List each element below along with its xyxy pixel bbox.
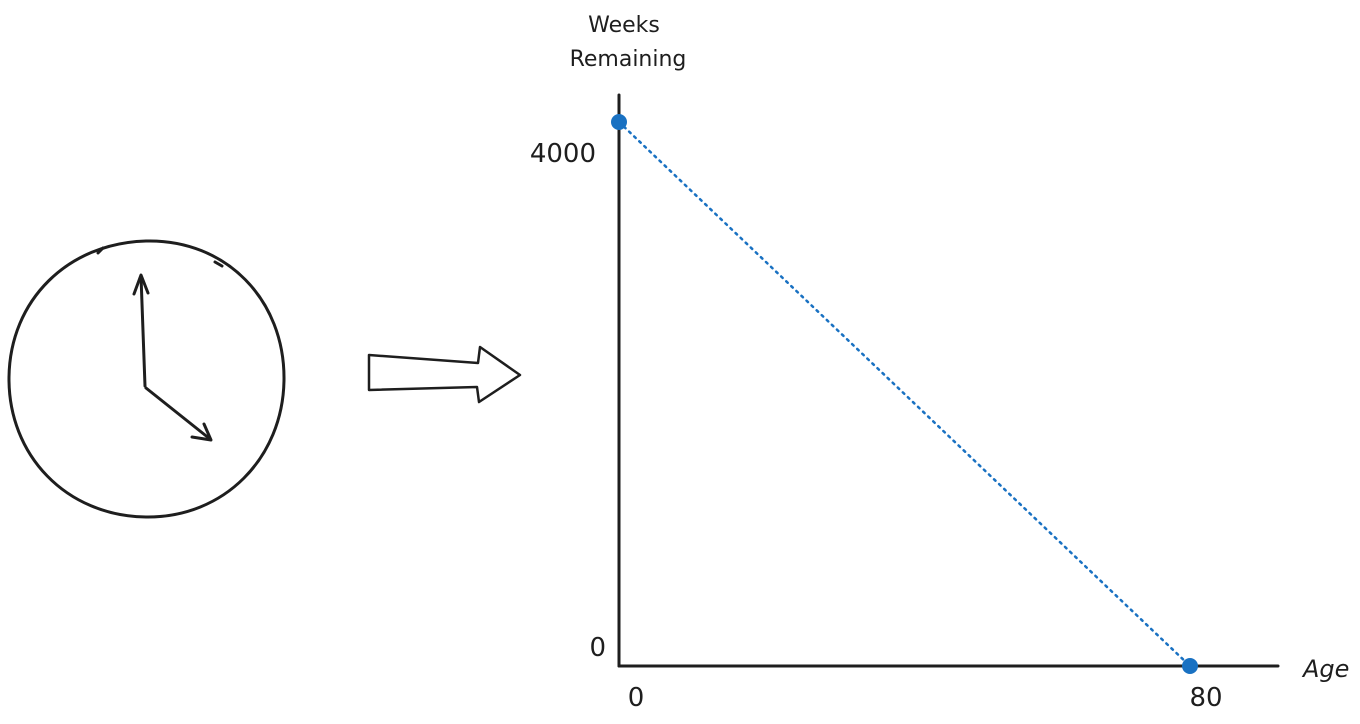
clock-minute-hand-head [132,273,150,296]
y-axis-label-line1: Weeks [588,13,660,38]
x-tick-0: 0 [628,683,645,713]
y-tick-0: 0 [589,633,606,663]
x-tick-80: 80 [1189,683,1222,713]
clock-icon [7,239,286,519]
y-tick-4000: 4000 [530,139,596,169]
clock-hour-hand [144,386,212,441]
clock-face [7,239,286,519]
data-points [611,114,1198,674]
chart-axes [617,93,1280,668]
clock-hour-hand-head [190,422,213,442]
right-arrow-icon [367,345,522,404]
clock-face-stroke-tail [96,246,105,255]
y-axis-label-line2: Remaining [570,47,687,72]
clock-minute-hand [139,274,147,388]
x-axis-label: Age [1301,655,1349,683]
data-point-1 [1182,658,1198,674]
data-point-0 [611,114,627,130]
series-line [617,120,1192,668]
clock-face-stroke-tail-2 [213,260,224,268]
